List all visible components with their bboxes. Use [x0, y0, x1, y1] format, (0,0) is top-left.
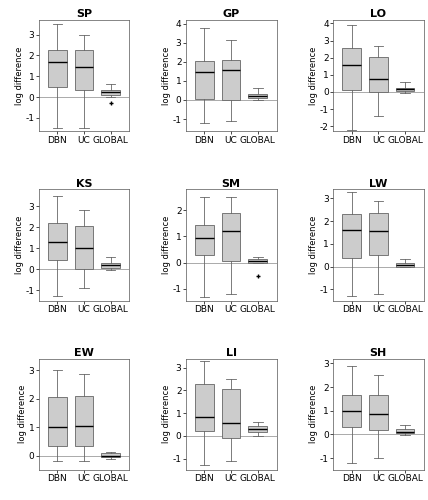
PathPatch shape [48, 50, 67, 86]
PathPatch shape [249, 94, 267, 98]
Title: SP: SP [76, 9, 92, 19]
Title: LO: LO [370, 9, 386, 19]
PathPatch shape [195, 384, 214, 432]
Title: GP: GP [223, 9, 240, 19]
PathPatch shape [48, 397, 67, 446]
PathPatch shape [395, 263, 414, 266]
Y-axis label: log difference: log difference [309, 385, 318, 444]
Title: LI: LI [226, 348, 237, 358]
PathPatch shape [395, 88, 414, 92]
PathPatch shape [195, 224, 214, 255]
PathPatch shape [369, 213, 388, 255]
Title: KS: KS [76, 178, 92, 188]
PathPatch shape [369, 396, 388, 430]
PathPatch shape [342, 214, 361, 258]
Title: SH: SH [370, 348, 387, 358]
PathPatch shape [222, 213, 241, 262]
Y-axis label: log difference: log difference [162, 216, 171, 274]
PathPatch shape [249, 426, 267, 432]
Y-axis label: log difference: log difference [15, 46, 24, 105]
Y-axis label: log difference: log difference [15, 216, 24, 274]
PathPatch shape [101, 90, 120, 96]
Y-axis label: log difference: log difference [162, 46, 171, 105]
Title: LW: LW [369, 178, 387, 188]
Title: SM: SM [222, 178, 241, 188]
PathPatch shape [395, 429, 414, 434]
PathPatch shape [222, 60, 241, 100]
PathPatch shape [48, 223, 67, 260]
Y-axis label: log difference: log difference [18, 385, 27, 444]
PathPatch shape [342, 396, 361, 428]
PathPatch shape [74, 50, 93, 90]
Y-axis label: log difference: log difference [309, 216, 318, 274]
Y-axis label: log difference: log difference [162, 385, 171, 444]
PathPatch shape [195, 61, 214, 99]
Y-axis label: log difference: log difference [309, 46, 318, 105]
PathPatch shape [342, 48, 361, 90]
PathPatch shape [249, 260, 267, 262]
PathPatch shape [74, 226, 93, 269]
PathPatch shape [74, 396, 93, 446]
PathPatch shape [222, 390, 241, 438]
PathPatch shape [369, 57, 388, 92]
PathPatch shape [101, 454, 120, 457]
Title: EW: EW [74, 348, 94, 358]
PathPatch shape [101, 263, 120, 268]
